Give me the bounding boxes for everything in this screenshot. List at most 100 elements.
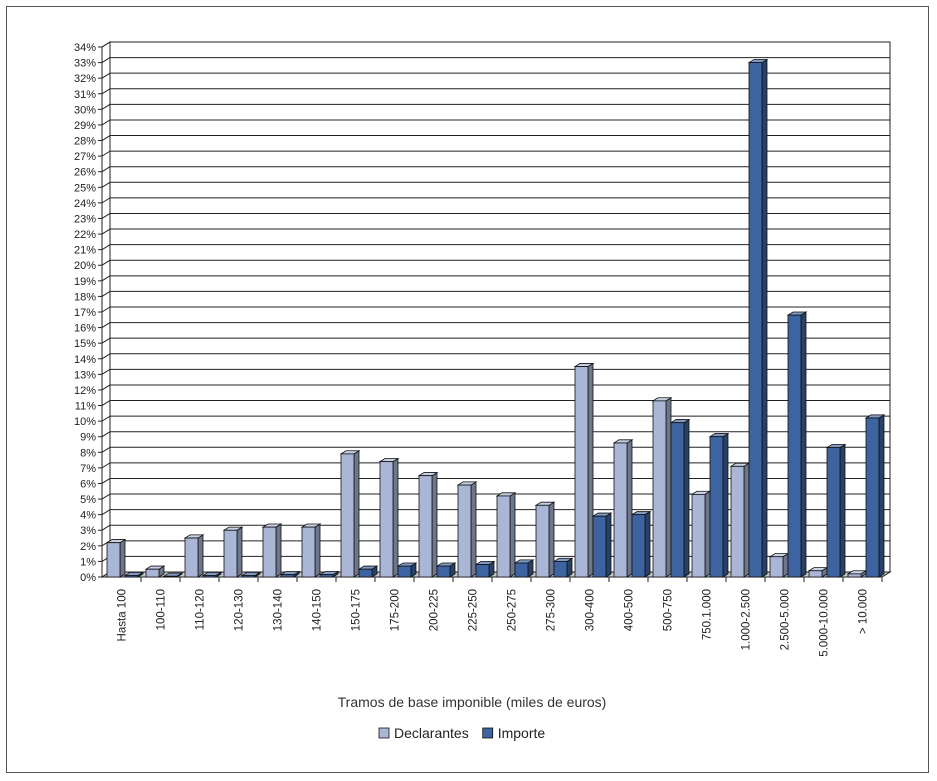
bar-declarantes-9-front xyxy=(457,484,472,578)
y-tick-label: 13% xyxy=(74,369,96,381)
bar-importe-3-front xyxy=(241,575,256,578)
gridline-side xyxy=(101,213,111,219)
bar-declarantes-13-front xyxy=(613,442,628,578)
gridline-side xyxy=(101,181,111,188)
bar-importe-0-front xyxy=(124,575,139,578)
y-tick-label: 32% xyxy=(74,73,96,85)
bar-declarantes-15-front xyxy=(691,493,706,578)
gridline-side xyxy=(101,57,111,64)
bar-importe-3 xyxy=(240,571,262,578)
bar-declarantes-7-front xyxy=(379,461,394,578)
y-tick-label: 21% xyxy=(74,245,96,257)
bar-declarantes-8-front xyxy=(418,475,433,578)
gridline-side xyxy=(101,415,111,422)
bar-importe-6 xyxy=(357,565,379,578)
y-tick-label: 18% xyxy=(74,291,96,303)
gridline-side xyxy=(101,431,111,438)
gridline-side xyxy=(101,368,111,375)
bar-declarantes-0 xyxy=(105,538,127,578)
bar-declarantes-3-side xyxy=(236,526,243,578)
bar-declarantes-5 xyxy=(300,523,322,578)
bar-declarantes-14-front xyxy=(652,400,667,578)
bar-importe-10 xyxy=(513,559,535,578)
gridline-side xyxy=(101,509,111,516)
y-tick-label: 14% xyxy=(74,354,96,366)
x-tick-label: 225-250 xyxy=(468,589,480,631)
y-tick-label: 29% xyxy=(74,120,96,132)
bar-importe-18 xyxy=(825,443,847,578)
bar-importe-1-front xyxy=(163,575,178,578)
gridline-side xyxy=(101,290,111,297)
bar-declarantes-3 xyxy=(222,526,244,578)
bar-declarantes-16-side xyxy=(743,462,750,578)
bar-declarantes-6-front xyxy=(340,453,355,578)
bar-declarantes-5-side xyxy=(314,523,321,578)
bar-declarantes-0-side xyxy=(119,538,126,578)
gridline-side xyxy=(101,244,111,251)
bar-importe-12-side xyxy=(605,512,612,578)
legend-label: Declarantes xyxy=(394,725,469,741)
bar-declarantes-17-front xyxy=(769,556,784,578)
bar-importe-12-front xyxy=(592,515,607,578)
y-tick-label: 15% xyxy=(74,338,96,350)
bar-importe-19-side xyxy=(878,414,885,578)
bar-declarantes-7-side xyxy=(392,457,399,578)
y-tick-label: 6% xyxy=(80,478,96,490)
bar-importe-2 xyxy=(201,571,223,578)
bar-declarantes-11-front xyxy=(535,504,550,578)
y-tick-label: 12% xyxy=(74,385,96,397)
bar-importe-15-side xyxy=(722,432,729,578)
bar-declarantes-16 xyxy=(729,462,751,578)
y-tick-label: 33% xyxy=(74,58,96,70)
bar-importe-2-front xyxy=(202,575,217,578)
bar-importe-11-front xyxy=(553,561,568,578)
bar-declarantes-17 xyxy=(768,552,790,578)
y-tick-label: 5% xyxy=(80,494,96,506)
x-tick-label: 100-110 xyxy=(156,589,168,630)
bar-declarantes-12 xyxy=(573,362,595,578)
chart-frame: 0% 1% 2% 3% 4% 5% 6% 7% 8% 9% 10% 11% 12% 13% 14% 15% 16… xyxy=(6,6,929,773)
x-tick-label: 140-150 xyxy=(312,589,324,631)
x-tick-label: 130-140 xyxy=(273,589,285,631)
gridline-side xyxy=(101,119,111,126)
x-tick-label: 175-200 xyxy=(390,589,402,631)
gridline-side xyxy=(101,322,111,329)
bar-declarantes-18-front xyxy=(808,570,823,578)
bar-declarantes-4 xyxy=(261,523,283,578)
bar-importe-1 xyxy=(162,572,184,578)
bar-importe-5 xyxy=(318,570,340,578)
bar-declarantes-2-side xyxy=(197,534,204,578)
bar-declarantes-9-side xyxy=(470,481,477,578)
y-tick-label: 17% xyxy=(74,307,96,319)
bar-importe-10-front xyxy=(514,562,529,578)
bar-declarantes-10 xyxy=(495,492,517,578)
bar-declarantes-5-front xyxy=(301,526,316,578)
y-tick-label: 25% xyxy=(74,182,96,194)
bar-importe-19 xyxy=(864,414,886,578)
bar-importe-18-front xyxy=(826,447,841,578)
x-tick-label: 250-275 xyxy=(507,589,519,631)
bar-importe-14-side xyxy=(683,418,690,578)
y-tick-label: 7% xyxy=(80,463,96,475)
bar-declarantes-8-side xyxy=(431,471,438,578)
bar-importe-17-side xyxy=(800,311,807,578)
bar-declarantes-7 xyxy=(378,457,400,578)
y-tick-label: 28% xyxy=(74,136,96,148)
bar-importe-13 xyxy=(630,510,652,578)
bar-importe-14 xyxy=(669,418,691,578)
gridline-side xyxy=(101,135,111,141)
y-tick-label: 20% xyxy=(74,260,96,272)
bar-declarantes-1 xyxy=(144,565,166,578)
bar-importe-5-front xyxy=(319,574,334,578)
bar-declarantes-15-side xyxy=(704,490,711,578)
y-tick-label: 11% xyxy=(75,401,96,413)
gridline-side xyxy=(101,462,111,469)
gridline-side xyxy=(101,275,111,282)
bar-declarantes-9 xyxy=(456,481,478,578)
bar-declarantes-19 xyxy=(846,570,868,578)
gridline-side xyxy=(101,337,111,344)
bar-declarantes-8 xyxy=(417,471,439,578)
legend-item-declarantes: Declarantes xyxy=(378,725,469,741)
bar-chart: 0% 1% 2% 3% 4% 5% 6% 7% 8% 9% 10% 11% 12% 13% 14% 15% 16… xyxy=(74,41,892,741)
x-tick-label: Hasta 100 xyxy=(117,589,129,641)
